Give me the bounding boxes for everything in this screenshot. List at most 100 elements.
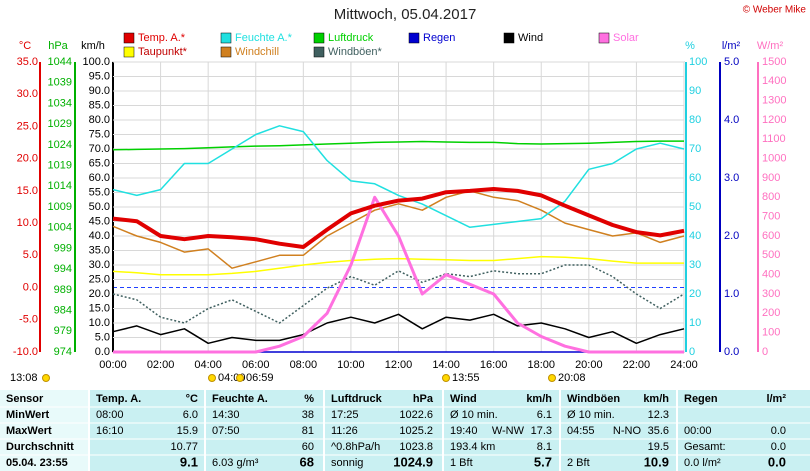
y-tick-label: 15.0 bbox=[89, 302, 110, 314]
table-cell: 16:10 bbox=[96, 425, 124, 437]
table-cell: 0.0 bbox=[768, 454, 786, 469]
legend-swatch bbox=[598, 32, 610, 44]
x-tick-label: 20:00 bbox=[575, 359, 603, 371]
y-tick-label: 400 bbox=[762, 269, 780, 281]
legend-swatch bbox=[220, 46, 232, 58]
event-strip bbox=[0, 366, 810, 388]
table-cell: 8.1 bbox=[537, 441, 552, 453]
series-line bbox=[112, 187, 685, 249]
y-tick-label: 30 bbox=[689, 259, 701, 271]
y-tick-label: 25.0 bbox=[89, 273, 110, 285]
x-tick-label: 12:00 bbox=[385, 359, 413, 371]
table-cell: km/h bbox=[526, 393, 552, 405]
legend-swatch bbox=[123, 46, 135, 58]
legend-label: Windchill bbox=[235, 46, 279, 58]
legend-swatch bbox=[313, 32, 325, 44]
y-tick-label: 999 bbox=[54, 242, 72, 254]
y-tick-label: 10 bbox=[689, 317, 701, 329]
y-tick-label: 90 bbox=[689, 85, 701, 97]
y-tick-label: 1000 bbox=[762, 153, 786, 165]
y-tick-label: 90.0 bbox=[89, 85, 110, 97]
series-line bbox=[113, 195, 684, 354]
y-tick-label: 100 bbox=[689, 56, 707, 68]
y-tick-label: -5.0 bbox=[19, 314, 38, 326]
table-cell: sonnig bbox=[331, 457, 363, 469]
y-tick-label: 1014 bbox=[48, 180, 72, 192]
table-cell: 60 bbox=[302, 441, 314, 453]
y-tick-label: 1004 bbox=[48, 222, 72, 234]
y-tick-label: 900 bbox=[762, 172, 780, 184]
table-cell: Temp. A. bbox=[96, 393, 141, 405]
y-tick-label: 1.0 bbox=[724, 288, 739, 300]
x-tick-label: 06:00 bbox=[242, 359, 270, 371]
table-cell: Regen bbox=[684, 393, 718, 405]
table-cell: N-NO bbox=[613, 425, 642, 437]
sensor-col bbox=[0, 390, 88, 471]
axis-unit: % bbox=[685, 40, 695, 52]
x-tick-label: 18:00 bbox=[527, 359, 555, 371]
y-tick-label: 5.0 bbox=[95, 331, 110, 343]
table-cell: Ø 10 min. bbox=[567, 409, 615, 421]
y-tick-label: 45.0 bbox=[89, 215, 110, 227]
table-cell: Feuchte A. bbox=[212, 393, 268, 405]
y-tick-label: 1044 bbox=[48, 56, 72, 68]
table-cell: 07:50 bbox=[212, 425, 240, 437]
y-tick-label: 70 bbox=[689, 143, 701, 155]
table-cell: 17.3 bbox=[531, 425, 552, 437]
y-tick-label: 10.0 bbox=[89, 317, 110, 329]
y-tick-label: 984 bbox=[54, 304, 72, 316]
series-line bbox=[112, 313, 685, 345]
event-icon bbox=[548, 374, 556, 382]
legend-label: Solar bbox=[613, 32, 639, 44]
table-cell: 68 bbox=[300, 454, 314, 469]
x-tick-label: 16:00 bbox=[480, 359, 508, 371]
legend-label: Feuchte A.* bbox=[235, 32, 293, 44]
x-tick-label: 08:00 bbox=[290, 359, 318, 371]
row-label: MaxWert bbox=[6, 425, 52, 437]
table-cell: 19.5 bbox=[648, 441, 669, 453]
table-cell: W-NW bbox=[492, 425, 525, 437]
legend-swatch bbox=[313, 46, 325, 58]
y-tick-label: 1100 bbox=[762, 133, 786, 145]
legend-label: Regen bbox=[423, 32, 455, 44]
y-tick-label: 974 bbox=[54, 346, 72, 358]
y-tick-label: 60.0 bbox=[89, 172, 110, 184]
y-tick-label: 1500 bbox=[762, 56, 786, 68]
table-cell: 5.7 bbox=[534, 454, 552, 469]
table-cell: 193.4 km bbox=[450, 441, 495, 453]
y-tick-label: 1034 bbox=[48, 97, 72, 109]
legend-label: Windböen* bbox=[328, 46, 383, 58]
row-label: 05.04. 23:55 bbox=[6, 457, 68, 469]
event-icon bbox=[208, 374, 216, 382]
series-line bbox=[112, 190, 685, 269]
axis-unit: °C bbox=[19, 40, 31, 52]
y-tick-label: 50 bbox=[689, 201, 701, 213]
y-tick-label: 800 bbox=[762, 191, 780, 203]
table-cell: hPa bbox=[413, 393, 434, 405]
y-tick-label: 0.0 bbox=[724, 346, 739, 358]
table-cell: 81 bbox=[302, 425, 314, 437]
y-tick-label: 1019 bbox=[48, 159, 72, 171]
series-line bbox=[112, 255, 684, 276]
axis-unit: l/m² bbox=[722, 40, 741, 52]
event-icon bbox=[236, 374, 244, 382]
table-cell: 9.1 bbox=[180, 454, 198, 469]
table-cell: Windböen bbox=[567, 393, 620, 405]
axis-unit: W/m² bbox=[757, 40, 784, 52]
legend-label: Luftdruck bbox=[328, 32, 374, 44]
y-tick-label: 15.0 bbox=[17, 185, 38, 197]
y-tick-label: 40.0 bbox=[89, 230, 110, 242]
table-cell: 6.03 g/m³ bbox=[212, 457, 259, 469]
axis-unit: km/h bbox=[81, 40, 105, 52]
table-cell: 11:26 bbox=[331, 425, 358, 437]
x-tick-label: 14:00 bbox=[432, 359, 460, 371]
y-tick-label: 1300 bbox=[762, 95, 786, 107]
legend-swatch bbox=[408, 32, 420, 44]
y-tick-label: 85.0 bbox=[89, 99, 110, 111]
y-tick-label: 65.0 bbox=[89, 157, 110, 169]
y-tick-label: 80 bbox=[689, 114, 701, 126]
table-cell: Ø 10 min. bbox=[450, 409, 498, 421]
y-tick-label: 1009 bbox=[48, 201, 72, 213]
legend-swatch bbox=[123, 32, 135, 44]
legend-swatch bbox=[503, 32, 515, 44]
